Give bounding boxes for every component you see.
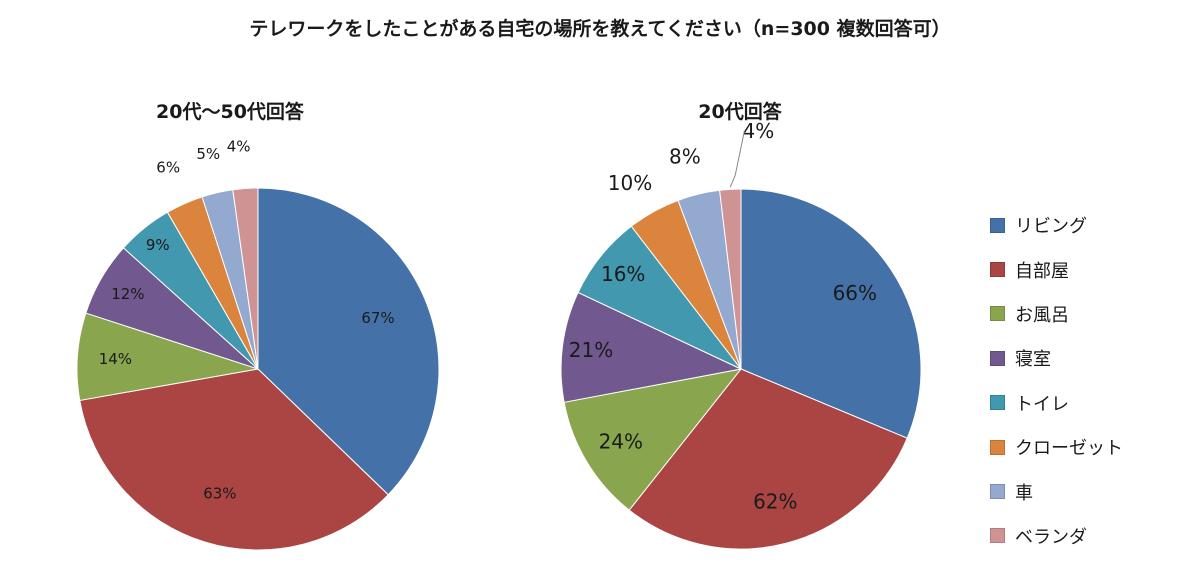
legend-item-4: トイレ	[990, 381, 1123, 425]
legend-label-3: 寝室	[1015, 349, 1051, 371]
pie-1-label-6: 8%	[669, 145, 701, 169]
pie-1-label-7: 4%	[743, 119, 775, 143]
pie-title-all-ages: 20代～50代回答	[156, 101, 304, 123]
pie-1-label-4: 16%	[601, 262, 645, 286]
pie-1-leader-line-7	[729, 130, 745, 188]
pie-0-slice-0	[257, 187, 440, 496]
pie-1-slice-1	[628, 368, 908, 550]
pie-0-label-3: 12%	[111, 285, 144, 303]
legend-item-5: クローゼット	[990, 425, 1123, 469]
legend-label-5: クローゼット	[1015, 438, 1123, 460]
legend: リビング自部屋お風呂寝室トイレクローゼット車ベランダ	[990, 203, 1123, 558]
legend-item-0: リビング	[990, 203, 1123, 247]
legend-swatch-2	[990, 306, 1005, 322]
legend-swatch-0	[990, 217, 1005, 233]
legend-label-6: 車	[1015, 482, 1033, 504]
legend-swatch-5	[990, 439, 1005, 455]
pie-1-label-5: 10%	[608, 171, 652, 195]
pie-0-slice-1	[79, 368, 389, 551]
legend-swatch-3	[990, 350, 1005, 366]
pie-1-label-1: 62%	[753, 489, 797, 513]
legend-label-7: ベランダ	[1015, 526, 1087, 548]
pie-1-slice-3	[560, 291, 743, 403]
legend-swatch-1	[990, 262, 1005, 278]
pie-0-label-4: 9%	[146, 236, 170, 254]
pie-1-slice-2	[563, 368, 743, 511]
pie-1-label-0: 66%	[833, 281, 877, 305]
legend-item-1: 自部屋	[990, 247, 1123, 291]
legend-label-1: 自部屋	[1015, 260, 1069, 282]
legend-label-0: リビング	[1015, 216, 1087, 238]
pie-1-slice-0	[740, 188, 922, 439]
pie-0-label-7: 4%	[227, 138, 251, 156]
legend-item-2: お風呂	[990, 292, 1123, 336]
pie-0-label-2: 14%	[99, 350, 132, 368]
legend-swatch-7	[990, 528, 1005, 544]
pie-0-label-1: 63%	[203, 485, 236, 503]
legend-swatch-6	[990, 484, 1005, 500]
legend-label-4: トイレ	[1015, 393, 1069, 415]
pie-0-slice-7	[232, 187, 259, 370]
legend-label-2: お風呂	[1015, 304, 1069, 326]
pie-0-label-5: 6%	[156, 158, 180, 176]
pie-title-20s: 20代回答	[698, 101, 782, 123]
pie-1-label-2: 24%	[599, 430, 643, 454]
pie-0-label-6: 5%	[196, 145, 220, 163]
pie-0-label-0: 67%	[361, 309, 394, 327]
chart-main-title: テレワークをしたことがある自宅の場所を教えてください（n=300 複数回答可）	[249, 18, 951, 40]
legend-swatch-4	[990, 395, 1005, 411]
legend-item-3: 寝室	[990, 336, 1123, 380]
pie-1-slice-7	[719, 188, 742, 370]
pie-1-label-3: 21%	[569, 338, 613, 362]
legend-item-6: 車	[990, 469, 1123, 513]
legend-item-7: ベランダ	[990, 514, 1123, 558]
